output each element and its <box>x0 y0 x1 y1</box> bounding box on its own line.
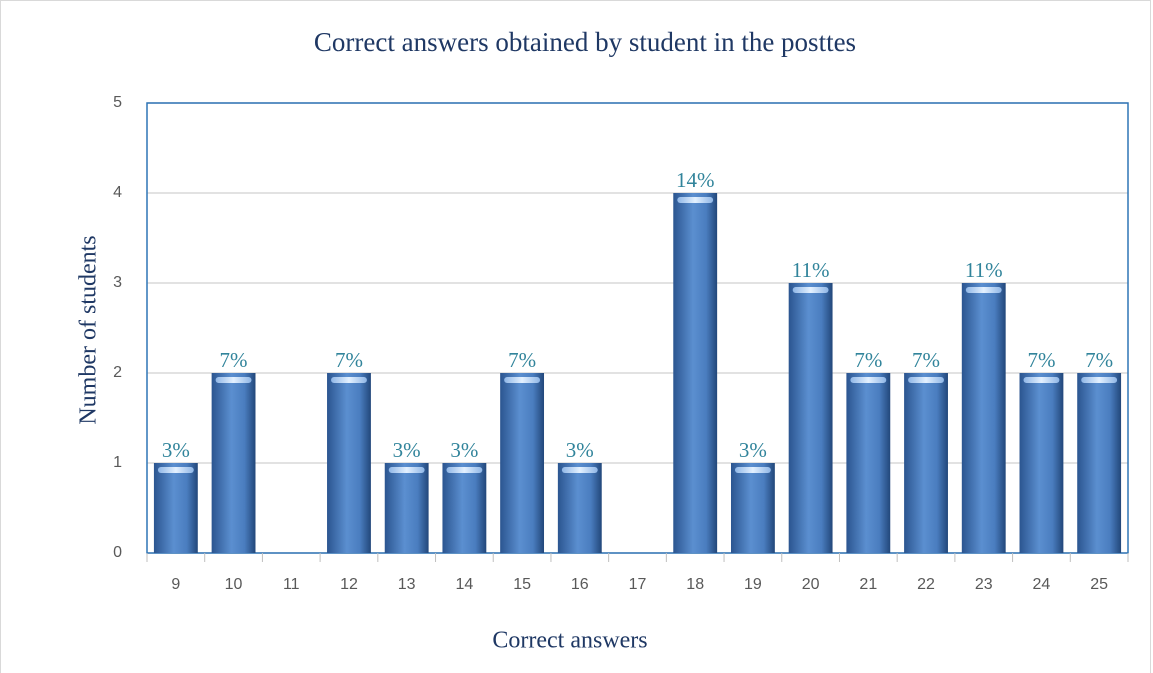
x-tick-label: 21 <box>859 576 877 593</box>
bar-highlight <box>677 197 714 203</box>
y-axis-label: Number of students <box>76 235 102 424</box>
bar <box>211 373 256 553</box>
bar-highlight <box>504 377 541 383</box>
bar-highlight <box>1023 377 1060 383</box>
x-tick-label: 25 <box>1090 576 1108 593</box>
data-label: 3% <box>162 438 190 462</box>
bar-highlight <box>331 377 367 383</box>
data-label: 7% <box>1027 348 1055 372</box>
x-tick-label: 16 <box>571 576 589 593</box>
x-tick-label: 18 <box>686 576 704 593</box>
bar-highlight <box>850 377 887 383</box>
x-tick-label: 17 <box>629 576 647 593</box>
bar <box>846 373 891 553</box>
y-tick-label: 4 <box>113 184 122 201</box>
data-label: 3% <box>566 438 594 462</box>
x-tick-label: 24 <box>1033 576 1051 593</box>
x-tick-label: 15 <box>513 576 531 593</box>
bar <box>327 373 371 553</box>
bar-highlight <box>215 377 252 383</box>
y-tick-label: 1 <box>113 454 122 471</box>
y-tick-label: 2 <box>113 364 122 381</box>
data-label: 7% <box>912 348 940 372</box>
x-axis-label: Correct answers <box>492 628 647 654</box>
bar <box>673 193 718 553</box>
bar <box>153 463 198 553</box>
bar <box>788 283 833 553</box>
bar-highlight <box>388 467 425 473</box>
bar-highlight <box>908 377 944 383</box>
bar-highlight <box>157 467 194 473</box>
x-tick-label: 22 <box>917 576 935 593</box>
x-tick-label: 9 <box>171 576 180 593</box>
data-label: 7% <box>508 348 536 372</box>
data-label: 7% <box>220 348 248 372</box>
x-tick-label: 11 <box>283 576 300 593</box>
data-label: 3% <box>739 438 767 462</box>
data-label: 7% <box>854 348 882 372</box>
bar-highlight <box>561 467 598 473</box>
bar-highlight <box>734 467 771 473</box>
chart-title: Correct answers obtained by student in t… <box>314 27 856 57</box>
y-tick-label: 3 <box>113 274 122 291</box>
bar-highlight <box>1081 377 1118 383</box>
y-tick-label: 0 <box>113 544 122 561</box>
plot-border <box>146 102 1129 554</box>
bar-highlight <box>792 287 829 293</box>
data-label: 7% <box>1085 348 1113 372</box>
data-label: 11% <box>792 258 830 282</box>
x-tick-label: 19 <box>744 576 762 593</box>
y-tick-label: 5 <box>113 94 122 111</box>
x-tick-label: 20 <box>802 576 820 593</box>
bar <box>442 463 487 553</box>
x-tick-label: 13 <box>398 576 416 593</box>
data-label: 11% <box>965 258 1003 282</box>
bar <box>384 463 429 553</box>
bar <box>1019 373 1064 553</box>
bar-highlight <box>446 467 483 473</box>
x-tick-label: 23 <box>975 576 993 593</box>
bar <box>557 463 602 553</box>
data-label: 3% <box>450 438 478 462</box>
x-tick-label: 14 <box>455 576 473 593</box>
data-label: 14% <box>676 168 715 192</box>
bar <box>730 463 775 553</box>
bar-highlight <box>965 287 1002 293</box>
bar <box>500 373 545 553</box>
x-tick-label: 12 <box>340 576 358 593</box>
bar <box>904 373 948 553</box>
x-tick-label: 10 <box>225 576 243 593</box>
bar <box>961 283 1006 553</box>
data-label: 3% <box>393 438 421 462</box>
bar <box>1077 373 1122 553</box>
data-label: 7% <box>335 348 363 372</box>
